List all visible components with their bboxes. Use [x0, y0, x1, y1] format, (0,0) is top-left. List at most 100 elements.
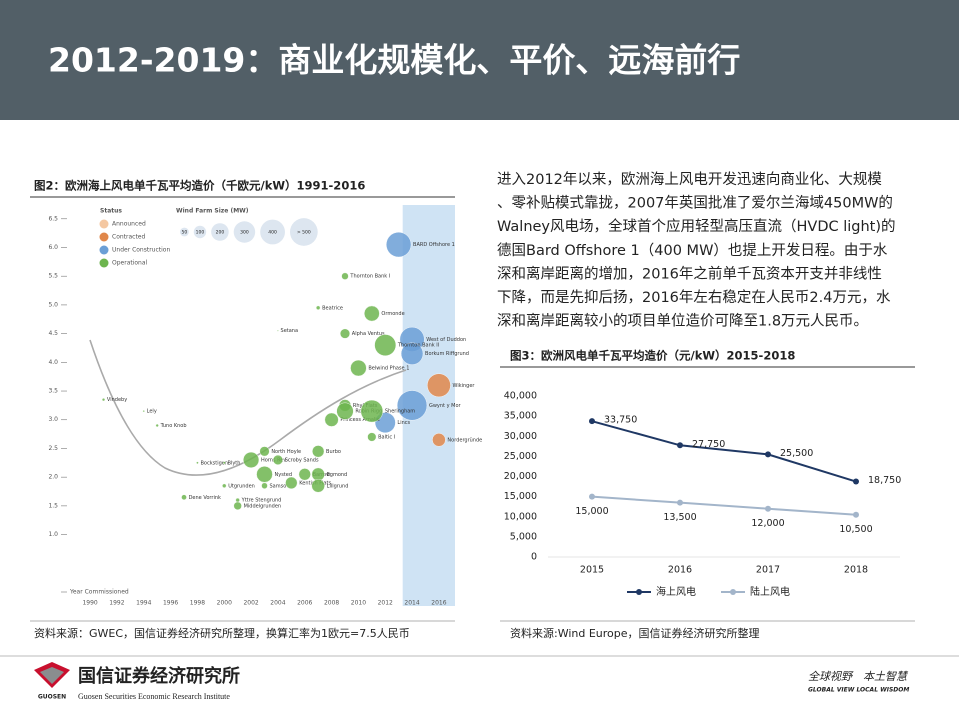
legend-label: Operational [112, 260, 148, 267]
x-tick-label: 2018 [844, 565, 868, 576]
y-tick-label: 35,000 [504, 411, 537, 422]
slide-title: 2012-2019：商业化规模化、平价、远海前行 [48, 41, 740, 80]
x-tick-label: 1996 [163, 600, 178, 607]
legend-label: Contracted [112, 234, 146, 241]
bubble [339, 328, 351, 339]
y-tick-label: 25,000 [504, 451, 537, 462]
x-tick-label: 2015 [580, 565, 604, 576]
y-tick-label: 3.0 [48, 416, 58, 423]
bubble [259, 446, 270, 457]
chart-source: 资料来源:Wind Europe，国信证券经济研究所整理 [510, 626, 760, 640]
x-tick-label: 2006 [297, 600, 312, 607]
bubble [196, 461, 199, 465]
bubble [181, 494, 187, 501]
paragraph-line: 德国Bard Offshore 1（400 MW）也提上开发日程。由于水 [497, 242, 888, 259]
y-tick-label: 4.0 [48, 359, 58, 366]
bubble [155, 423, 159, 428]
bubble-label: Beatrice [322, 305, 343, 311]
bubble-label: Samso [269, 483, 286, 489]
legend-swatch [99, 258, 109, 268]
size-legend-label: 300 [240, 230, 249, 236]
bubble [142, 410, 145, 413]
y-tick-label: 0 [531, 552, 537, 563]
bubble [316, 305, 321, 310]
bubble [261, 482, 268, 489]
legend-swatch [99, 245, 109, 255]
size-legend-label: 400 [268, 230, 277, 236]
point [677, 499, 683, 506]
point [589, 418, 595, 425]
paragraph-line: Walney风电场，全球首个应用轻型高压直流（HVDC light)的 [497, 217, 896, 235]
y-tick-label: 4.5 [48, 330, 58, 337]
paragraph-line: 、零补贴模式靠拢，2007年英国批准了爱尔兰海域450MW的 [497, 194, 893, 212]
legend-label: 陆上风电 [750, 585, 790, 598]
bubble-label: Thornton Bank II [397, 343, 439, 349]
bubble [285, 476, 298, 489]
bubble-label: Borkum Riffgrund [425, 351, 469, 357]
y-tick-label: 2.5 [48, 445, 58, 452]
y-tick-label: 5,000 [510, 531, 537, 542]
bubble [311, 467, 325, 481]
y-tick-label: 1.0 [48, 531, 58, 538]
bubble-label: Lincs [397, 420, 410, 426]
x-tick-label: 2017 [756, 565, 780, 576]
legend-swatch [99, 232, 109, 242]
bubble [427, 373, 451, 398]
bubble-label: Tuno Knob [160, 423, 187, 429]
size-legend-bubble [233, 221, 256, 243]
legend-label: Announced [112, 221, 146, 228]
bubble-label: West of Duddon [426, 337, 466, 343]
y-tick-label: 5.5 [48, 273, 58, 280]
bubble [350, 359, 367, 377]
bubble [298, 468, 311, 481]
y-tick-label: 40,000 [504, 391, 537, 402]
y-tick-label: 6.0 [48, 244, 58, 251]
bubble-label: Lillgrund [327, 483, 349, 489]
bubble-label: Yttre Stengrund [241, 498, 282, 504]
value-label: 10,500 [839, 524, 872, 535]
x-tick-label: 2000 [217, 600, 232, 607]
value-label: 33,750 [604, 415, 637, 426]
bubble-label: Vindeby [107, 397, 127, 403]
bubble [400, 342, 424, 365]
x-tick-label: 2016 [431, 600, 446, 607]
y-tick-label: 6.5 [48, 215, 58, 222]
chart-title: 图2：欧洲海上风电单千瓦平均造价（千欧元/kW）1991-2016 [34, 179, 365, 193]
bubble-label: Sheringham [385, 409, 415, 415]
legend-title: Status [100, 208, 122, 215]
line [591, 420, 857, 483]
bubble-label: BARD Offshore 1 [413, 242, 455, 248]
value-label: 25,500 [780, 448, 813, 459]
bubble [235, 497, 240, 503]
bubble [243, 451, 260, 468]
paragraph-line: 深和离岸距离较小的项目单位造价可降至1.8万元人民币。 [497, 312, 868, 330]
size-legend-label: 100 [196, 230, 205, 236]
bubble [360, 399, 384, 423]
bubble-label: Lely [147, 409, 157, 415]
size-legend-bubble [211, 223, 229, 241]
chart-source: 资料来源：GWEC，国信证券经济研究所整理，换算汇率为1欧元=7.5人民币 [34, 626, 410, 640]
bubble-label: Alpha Ventus [352, 331, 385, 337]
value-label: 18,750 [868, 475, 901, 486]
bubble-label: Ormonde [381, 311, 404, 317]
y-tick-label: 1.5 [48, 502, 58, 509]
legend-label: 海上风电 [656, 585, 696, 598]
y-tick-label: 10,000 [504, 511, 537, 522]
value-label: 15,000 [575, 506, 608, 517]
size-legend-label: 200 [216, 230, 225, 236]
bubble [364, 305, 380, 322]
bubble [396, 390, 428, 421]
point [853, 478, 859, 485]
size-legend-title: Wind Farm Size (MW) [176, 208, 249, 215]
x-tick-label: 2012 [378, 600, 393, 607]
y-tick-label: 15,000 [504, 491, 537, 502]
bubble-label: Scroby Sands [285, 457, 319, 463]
bubble [256, 466, 273, 483]
bubble [272, 454, 283, 465]
x-tick-label: 2004 [270, 600, 285, 607]
bubble [312, 445, 325, 458]
legend-swatch [636, 589, 642, 595]
size-legend-bubble [289, 218, 318, 246]
tagline-en: GLOBAL VIEW LOCAL WISDOM [808, 687, 909, 694]
